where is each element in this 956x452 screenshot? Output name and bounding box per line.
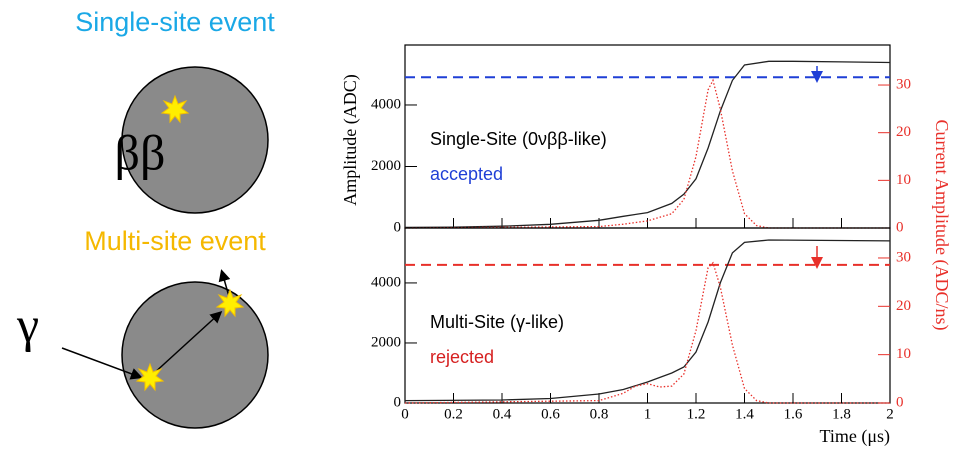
x-tick-label: 1.2 bbox=[687, 406, 706, 422]
x-tick-label: 0.8 bbox=[590, 406, 609, 422]
y2-tick-label: 10 bbox=[896, 346, 911, 362]
y-tick-label: 0 bbox=[394, 394, 402, 410]
x-tick-label: 1.4 bbox=[735, 406, 754, 422]
site-star bbox=[135, 362, 165, 392]
x-tick-label: 2 bbox=[886, 406, 894, 422]
single-label: ββ bbox=[115, 124, 166, 180]
x-axis-label: Time (μs) bbox=[820, 426, 891, 447]
amplitude-line bbox=[404, 60, 891, 229]
current-line bbox=[404, 261, 890, 404]
x-tick-label: 0 bbox=[401, 406, 409, 422]
status-label: accepted bbox=[430, 164, 503, 184]
x-tick-label: 0.4 bbox=[493, 406, 512, 422]
multi-title: Multi-site event bbox=[84, 226, 266, 256]
y-tick-label: 2000 bbox=[371, 334, 401, 350]
site-star bbox=[215, 288, 245, 318]
x-tick-label: 0.2 bbox=[444, 406, 463, 422]
detector-multi bbox=[121, 281, 269, 429]
y-tick-label: 4000 bbox=[371, 96, 401, 112]
y-tick-label: 0 bbox=[394, 219, 402, 235]
y2-tick-label: 10 bbox=[896, 172, 911, 188]
y-tick-label: 2000 bbox=[371, 158, 401, 174]
detector-single bbox=[121, 66, 269, 214]
x-tick-label: 1.6 bbox=[784, 406, 803, 422]
single-title: Single-site event bbox=[75, 7, 275, 37]
y-axis-label: Amplitude (ADC) bbox=[340, 74, 361, 205]
y2-tick-label: 30 bbox=[896, 249, 911, 265]
site-star bbox=[160, 94, 190, 124]
y2-tick-label: 0 bbox=[896, 394, 904, 410]
current-line bbox=[404, 78, 890, 229]
amplitude-line bbox=[404, 239, 891, 402]
annotation: Single-Site (0νββ-like) bbox=[430, 129, 607, 149]
y2-tick-label: 30 bbox=[896, 76, 911, 92]
multi-label: γ bbox=[16, 296, 39, 352]
scatter-arrow bbox=[151, 310, 223, 376]
x-tick-label: 1 bbox=[644, 406, 652, 422]
x-tick-label: 0.6 bbox=[541, 406, 560, 422]
y2-tick-label: 20 bbox=[896, 124, 911, 140]
x-tick-label: 1.8 bbox=[832, 406, 851, 422]
y2-tick-label: 0 bbox=[896, 219, 904, 235]
gamma-arrow bbox=[61, 347, 143, 380]
y-tick-label: 4000 bbox=[371, 274, 401, 290]
annotation: Multi-Site (γ-like) bbox=[430, 312, 564, 332]
y2-tick-label: 20 bbox=[896, 298, 911, 314]
y2-axis-label: Current Amplitude (ADC/ns) bbox=[931, 120, 952, 331]
status-label: rejected bbox=[430, 347, 494, 367]
